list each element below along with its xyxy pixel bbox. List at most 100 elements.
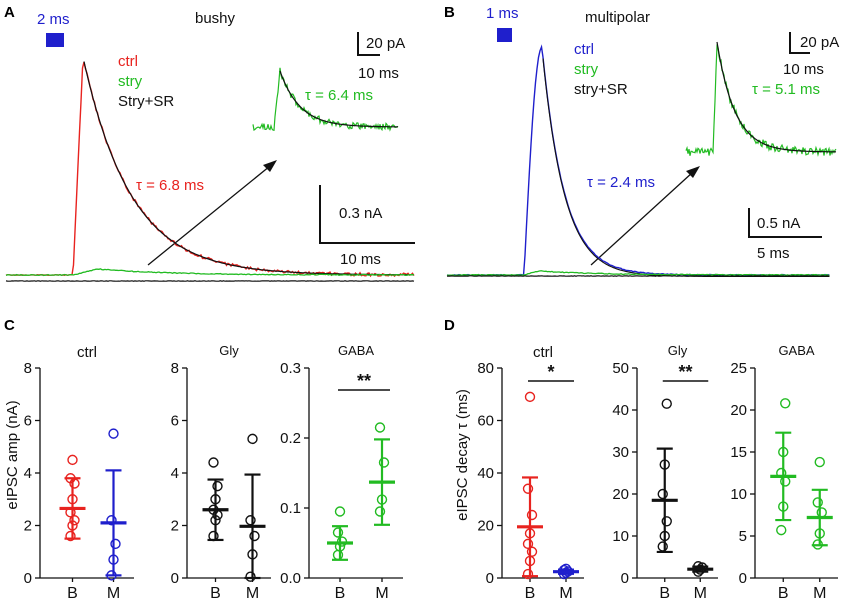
x-tick-label: M — [375, 585, 388, 601]
tau-inset-b: τ = 5.1 ms — [752, 81, 820, 98]
x-tick-label: M — [813, 585, 826, 601]
y-tick-label: 0.0 — [280, 570, 301, 587]
data-point — [110, 538, 121, 550]
data-point — [526, 509, 538, 521]
y-tick-label: 6 — [171, 413, 179, 430]
x-tick-label: M — [559, 585, 572, 601]
x-tick-label: M — [107, 585, 120, 601]
stim-label-a: 2 ms — [37, 11, 70, 28]
y-tick-label: 50 — [612, 360, 629, 377]
data-point — [526, 546, 538, 557]
y-tick-label: 20 — [477, 518, 494, 535]
y-tick-label: 0.1 — [280, 500, 301, 517]
data-point — [106, 515, 117, 526]
y-tick-label: 2 — [24, 518, 32, 535]
scatter-panels: 0 2 4 6 8 ctrl B M 0 2 4 6 8 Gly B M 0.0 0.1 0.2 0.3 GABA B M *… — [24, 343, 838, 601]
data-point — [332, 549, 344, 561]
data-point — [780, 476, 791, 487]
data-point — [374, 422, 386, 433]
y-tick-label: 0 — [621, 570, 629, 587]
scale-main-a-y: 0.3 nA — [339, 205, 382, 222]
legend-b-stry-sr: stry+SR — [574, 81, 628, 98]
y-tick-label: 5 — [739, 528, 747, 545]
data-point — [524, 391, 536, 403]
title-a: bushy — [195, 10, 236, 27]
legend-b-stry: stry — [574, 61, 599, 78]
y-tick-label: 0 — [739, 570, 747, 587]
data-point — [334, 506, 346, 517]
subplot-title: ctrl — [533, 344, 553, 361]
subplot-d-gaba: 0 5 10 15 20 25 GABA B M — [730, 343, 838, 601]
inset-fit-a — [279, 70, 398, 128]
data-point — [661, 516, 672, 527]
scale-main-a-x: 10 ms — [340, 251, 381, 268]
y-tick-label: 40 — [612, 402, 629, 419]
scale-inset-a-y: 20 pA — [366, 35, 405, 52]
data-point — [776, 524, 787, 536]
legend-b-ctrl: ctrl — [574, 41, 594, 58]
data-point — [814, 456, 825, 468]
data-point — [522, 483, 534, 494]
y-tick-label: 4 — [24, 465, 32, 482]
arrow-line-a — [147, 165, 271, 266]
y-tick-label: 25 — [730, 360, 747, 377]
tau-main-b: τ = 2.4 ms — [587, 174, 655, 191]
panel-b: 1 ms multipolar ctrl stry stry+SR τ = 2.… — [446, 5, 839, 278]
scalebar-inset-a — [357, 32, 380, 56]
x-tick-label: B — [659, 585, 670, 601]
data-point — [657, 488, 668, 500]
subplot-c-ctrl: 0 2 4 6 8 ctrl B M — [24, 344, 134, 601]
data-point — [249, 530, 260, 542]
scalebar-main-a — [319, 185, 415, 244]
subplot-title: ctrl — [77, 344, 97, 361]
legend-a-stry-sr: Stry+SR — [118, 93, 174, 110]
trace-a-ctrl — [5, 61, 415, 278]
x-tick-label: M — [246, 585, 259, 601]
y-tick-label: 0 — [171, 570, 179, 587]
trace-b-stry — [446, 270, 830, 277]
subplot-title: Gly — [219, 343, 239, 358]
y-tick-label: 80 — [477, 360, 494, 377]
data-point — [522, 538, 534, 550]
subplot-c-gaba: 0.0 0.1 0.2 0.3 GABA B M ** — [280, 343, 403, 601]
data-point — [65, 530, 76, 542]
stim-label-b: 1 ms — [486, 5, 519, 22]
arrow-line-b — [590, 171, 694, 266]
data-point — [208, 457, 219, 468]
tau-inset-a: τ = 6.4 ms — [305, 87, 373, 104]
data-point — [780, 398, 791, 409]
inset-trace-a — [252, 67, 399, 132]
y-tick-label: 15 — [730, 444, 747, 461]
data-point — [69, 515, 80, 526]
data-point — [332, 527, 344, 538]
x-tick-label: M — [694, 585, 707, 601]
data-point — [378, 457, 390, 468]
y-tick-label: 60 — [477, 413, 494, 430]
arrow-head-b — [686, 166, 700, 178]
x-tick-label: B — [67, 585, 78, 601]
x-tick-label: B — [525, 585, 536, 601]
y-tick-label: 2 — [171, 518, 179, 535]
panel-letter-a: A — [4, 4, 15, 21]
scale-inset-b-y: 20 pA — [800, 34, 839, 51]
data-point — [661, 398, 672, 409]
ylabel-c: eIPSC amp (nA) — [4, 400, 21, 509]
x-tick-label: B — [210, 585, 221, 601]
scale-main-b-x: 5 ms — [757, 245, 790, 262]
subplot-title: Gly — [668, 343, 688, 358]
subplot-d-gly: 0 10 20 30 40 50 Gly B M ** — [612, 343, 718, 601]
ylabel-d: eIPSC decay τ (ms) — [454, 389, 471, 521]
data-point — [816, 507, 827, 518]
data-point — [245, 515, 256, 526]
panel-letter-d: D — [444, 317, 455, 334]
inset-fit-b — [716, 41, 837, 153]
panel-a: 2 ms bushy ctrl stry Stry+SR τ = 6.8 ms … — [5, 10, 415, 282]
arrow-head-a — [263, 160, 277, 172]
stim-marker-b — [497, 28, 512, 42]
y-tick-label: 0 — [24, 570, 32, 587]
subplot-title: GABA — [778, 343, 814, 358]
y-tick-label: 10 — [612, 528, 629, 545]
x-tick-label: B — [335, 585, 346, 601]
y-tick-label: 10 — [730, 486, 747, 503]
